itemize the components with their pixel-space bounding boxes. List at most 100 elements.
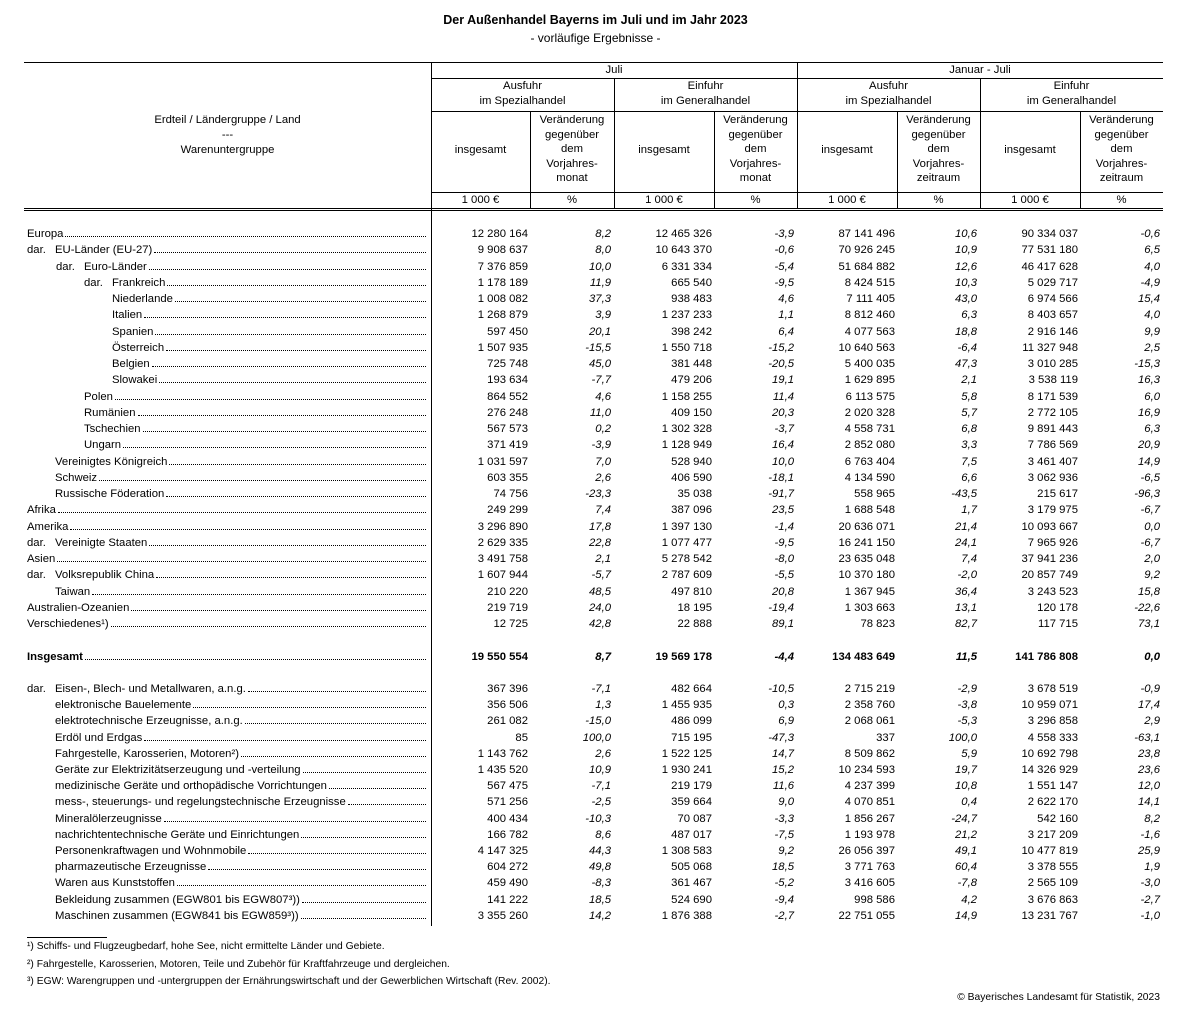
value-total: 12 465 326	[655, 228, 712, 240]
value-total: 10 959 071	[1021, 699, 1078, 712]
value-total: 10 477 819	[1021, 845, 1078, 857]
value-total: 2 787 609	[661, 569, 712, 582]
change-percent: -3,8	[957, 699, 977, 712]
group-header: Ausfuhr	[869, 80, 908, 92]
change-percent: 2,1	[961, 374, 977, 387]
value-total: 22 888	[677, 618, 712, 630]
dot-leader	[244, 713, 426, 725]
period-juli: Juli	[605, 64, 623, 76]
unit-label: 1 000 €	[1011, 194, 1049, 206]
change-percent: 20,8	[772, 585, 794, 598]
table-row: Verschiedenes¹) 12 725 42,8 22 888 89,1 78 82…	[24, 616, 1163, 632]
change-percent: 0,4	[961, 796, 977, 809]
value-total: 7 786 569	[1027, 439, 1078, 452]
row-label-text: Mineralölerzeugnisse	[55, 812, 162, 825]
change-percent: 89,1	[772, 618, 794, 630]
row-label-text: Italien	[112, 309, 143, 322]
change-percent: -96,3	[1134, 488, 1160, 500]
change-percent: 2,0	[1144, 553, 1160, 565]
row-prefix: dar.	[56, 260, 75, 273]
row-label-text: Australien-Ozeanien	[27, 601, 130, 614]
row-label-text: Maschinen zusammen (EGW841 bis EGW859³))	[55, 909, 299, 922]
unit-label: %	[1116, 194, 1127, 206]
dot-leader	[347, 794, 426, 806]
value-total: 2 852 080	[844, 439, 895, 452]
value-total: 1 367 945	[844, 585, 895, 598]
dot-leader	[302, 762, 426, 773]
value-total: 2 622 170	[1027, 796, 1078, 809]
change-percent: 11,9	[589, 276, 611, 289]
value-total: 3 771 763	[844, 861, 895, 874]
row-label: Maschinen zusammen (EGW841 bis EGW859³))	[55, 908, 428, 924]
value-total: 487 017	[671, 828, 712, 841]
row-label-text: Euro-Länder	[84, 260, 147, 273]
dot-leader	[149, 535, 426, 546]
dot-leader	[174, 291, 426, 302]
sub-header: dem	[927, 143, 950, 156]
row-label-text: Polen	[84, 390, 113, 403]
change-percent: -63,1	[1134, 731, 1160, 744]
change-percent: 19,7	[955, 764, 977, 776]
dot-leader	[148, 259, 426, 270]
value-total: 1 507 935	[477, 341, 528, 354]
value-total: 141 222	[487, 893, 528, 906]
change-percent: -3,7	[774, 423, 794, 435]
row-label-text: nachrichtentechnische Geräte und Einrich…	[55, 828, 300, 841]
footnote-2: ²) Fahrgestelle, Karosserien, Motoren, T…	[27, 959, 450, 970]
dot-leader	[154, 242, 426, 254]
value-total: 10 640 563	[838, 341, 895, 354]
value-total: 4 558 333	[1027, 731, 1078, 744]
value-total: 1 876 388	[661, 909, 712, 922]
change-percent: -5,5	[774, 569, 794, 582]
row-label: Verschiedenes¹)	[27, 616, 428, 632]
value-total: 261 082	[487, 715, 528, 728]
row-label: medizinische Geräte und orthopädische Vo…	[55, 778, 428, 794]
value-total: 359 664	[671, 796, 712, 809]
table-row: Belgien 725 748 45,0 381 448 -20,5 5 400 035 4…	[24, 356, 1163, 372]
group-header: im Generalhandel	[660, 95, 751, 107]
value-total: 558 965	[854, 488, 895, 500]
value-total: 9 908 637	[477, 244, 528, 257]
row-label: Österreich	[112, 340, 428, 356]
change-percent: 10,0	[589, 260, 611, 273]
change-percent: 14,2	[589, 909, 611, 922]
dot-leader	[65, 226, 426, 237]
unit-label: %	[566, 194, 578, 206]
row-label: Personenkraftwagen und Wohnmobile	[55, 843, 428, 859]
change-percent: 1,9	[1144, 861, 1160, 874]
row-label-text: Amerika	[27, 520, 69, 533]
table-row: elektrotechnische Erzeugnisse, a.n.g. 261…	[24, 713, 1163, 729]
dot-leader	[131, 600, 426, 611]
value-total: 46 417 628	[1021, 260, 1078, 273]
value-total: 4 077 563	[844, 325, 895, 338]
value-total: 51 684 882	[838, 260, 895, 273]
group-header: Einfuhr	[687, 80, 724, 92]
change-percent: 42,8	[589, 618, 611, 630]
change-percent: -8,3	[591, 877, 611, 890]
row-prefix: dar.	[84, 276, 103, 289]
value-total: 459 490	[487, 877, 528, 890]
page-subtitle: - vorläufige Ergebnisse -	[530, 31, 661, 45]
dot-leader	[156, 567, 426, 579]
change-percent: 24,1	[955, 536, 977, 549]
change-percent: 6,3	[1144, 423, 1160, 435]
value-total: 398 242	[671, 325, 712, 338]
value-total: 3 461 407	[1027, 455, 1078, 468]
value-total: 87 141 496	[838, 228, 895, 240]
value-total: 20 636 071	[838, 520, 895, 533]
dot-leader	[300, 908, 426, 919]
value-total: 603 355	[487, 471, 528, 484]
table-row: Niederlande 1 008 082 37,3 938 483 4,6 7 111 …	[24, 291, 1163, 307]
table-row: Maschinen zusammen (EGW841 bis EGW859³))…	[24, 908, 1163, 924]
change-percent: 5,7	[961, 406, 977, 419]
value-total: 3 676 863	[1027, 893, 1078, 906]
value-total: 5 400 035	[844, 358, 895, 370]
table-row: Italien 1 268 879 3,9 1 237 233 1,1 8 812 460…	[24, 307, 1163, 323]
change-percent: 10,9	[955, 244, 977, 257]
change-percent: 11,6	[772, 780, 794, 793]
row-label-text: Taiwan	[55, 585, 91, 598]
value-total: 665 540	[671, 276, 712, 289]
sub-header: monat	[739, 172, 772, 185]
value-total: 3 378 555	[1027, 861, 1078, 874]
row-label-text: Fahrgestelle, Karosserien, Motoren²)	[55, 747, 239, 760]
